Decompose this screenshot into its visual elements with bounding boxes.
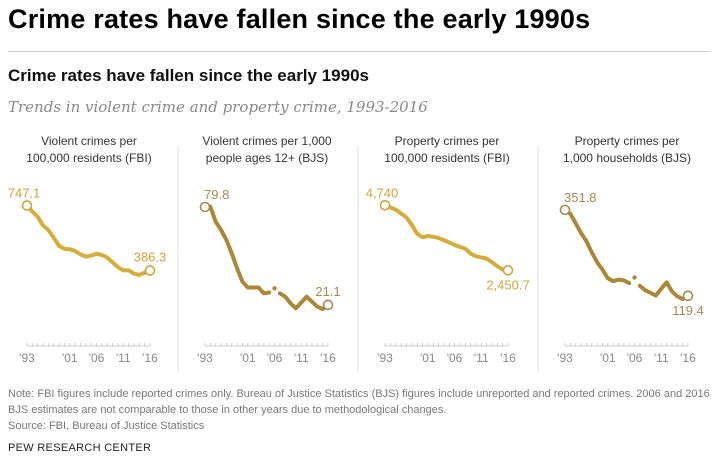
x-tick-label: '06 bbox=[447, 351, 463, 365]
note-text: Note: FBI figures include reported crime… bbox=[8, 388, 710, 416]
break-point-marker bbox=[272, 286, 277, 291]
chart-note: Note: FBI figures include reported crime… bbox=[8, 386, 713, 434]
end-value-label: 2,450.7 bbox=[486, 277, 529, 292]
x-tick-label: '93 bbox=[557, 351, 573, 365]
chart-title: Crime rates have fallen since the early … bbox=[8, 66, 369, 85]
start-value-label: 4,740 bbox=[366, 185, 399, 200]
x-tick-label: '11 bbox=[654, 351, 669, 365]
panel-title-line: Violent crimes per 1,000 bbox=[202, 134, 332, 148]
x-tick-label: '01 bbox=[62, 351, 78, 365]
panel-title-line: Violent crimes per bbox=[41, 134, 137, 148]
x-tick-label: '01 bbox=[600, 351, 616, 365]
end-point-marker bbox=[682, 290, 694, 302]
series-line bbox=[383, 203, 510, 273]
panel-title-4: Property crimes per 1,000 households (BJS… bbox=[538, 133, 716, 167]
start-value-label: 747.1 bbox=[8, 186, 41, 201]
credit: PEW RESEARCH CENTER bbox=[8, 442, 152, 454]
start-point-marker bbox=[559, 204, 571, 216]
start-point-marker bbox=[379, 199, 391, 211]
panel-title-line: people ages 12+ (BJS) bbox=[205, 151, 329, 165]
x-tick-label: '93 bbox=[19, 351, 35, 365]
end-point-marker bbox=[502, 265, 514, 276]
start-value-label: 79.8 bbox=[204, 187, 229, 202]
x-tick-label: '11 bbox=[474, 351, 489, 365]
panel-title-line: Property crimes per bbox=[574, 134, 680, 148]
series-line bbox=[637, 280, 690, 302]
x-tick-label: '93 bbox=[377, 351, 393, 365]
page-title: Crime rates have fallen since the early … bbox=[8, 4, 591, 34]
end-value-label: 21.1 bbox=[315, 284, 340, 299]
start-point-marker bbox=[199, 201, 211, 213]
panel-1: '93 '01 '06 '11 '16 747.1 386.3 bbox=[8, 186, 167, 365]
x-tick-label: '93 bbox=[197, 351, 213, 365]
panel-4: '93 '01 '06 '11 '16 351.8 119.4 bbox=[557, 190, 704, 365]
x-tick-label: '06 bbox=[89, 351, 105, 365]
x-tick-label: '16 bbox=[500, 351, 516, 365]
x-tick-label: '11 bbox=[116, 351, 131, 365]
panel-title-3: Property crimes per 100,000 residents (FB… bbox=[358, 133, 536, 167]
panel-title-line: 100,000 residents (FBI) bbox=[384, 151, 510, 165]
end-point-marker bbox=[322, 299, 334, 311]
end-value-label: 386.3 bbox=[134, 249, 167, 264]
title-divider bbox=[8, 51, 710, 52]
chart-subtitle: Trends in violent crime and property cri… bbox=[8, 98, 428, 116]
series-line bbox=[25, 203, 152, 277]
series-line bbox=[203, 204, 272, 296]
series-line bbox=[277, 291, 330, 311]
panel-title-line: Property crimes per bbox=[394, 134, 500, 148]
panel-3: '93 '01 '06 '11 '16 4,740 2,450.7 bbox=[366, 185, 530, 365]
x-tick-label: '06 bbox=[267, 351, 283, 365]
series-line bbox=[563, 207, 632, 286]
panel-title-line: 100,000 residents (FBI) bbox=[26, 151, 152, 165]
x-tick-label: '16 bbox=[142, 351, 158, 365]
x-tick-label: '16 bbox=[320, 351, 336, 365]
x-tick-label: '06 bbox=[627, 351, 643, 365]
source-text: Source: FBI, Bureau of Justice Statistic… bbox=[8, 420, 205, 432]
panel-title-line: 1,000 households (BJS) bbox=[562, 151, 692, 165]
x-tick-label: '01 bbox=[240, 351, 256, 365]
break-point-marker bbox=[632, 275, 637, 280]
x-tick-label: '11 bbox=[294, 351, 309, 365]
start-point-marker bbox=[21, 200, 33, 211]
end-value-label: 119.4 bbox=[672, 303, 704, 318]
start-value-label: 351.8 bbox=[564, 190, 597, 205]
panel-2: '93 '01 '06 '11 '16 79.8 21.1 bbox=[197, 187, 340, 365]
x-tick-label: '16 bbox=[680, 351, 696, 365]
end-point-marker bbox=[144, 265, 156, 276]
panel-title-1: Violent crimes per 100,000 residents (FBI… bbox=[0, 133, 178, 167]
x-tick-label: '01 bbox=[420, 351, 436, 365]
panel-title-2: Violent crimes per 1,000 people ages 12+ … bbox=[178, 133, 356, 167]
